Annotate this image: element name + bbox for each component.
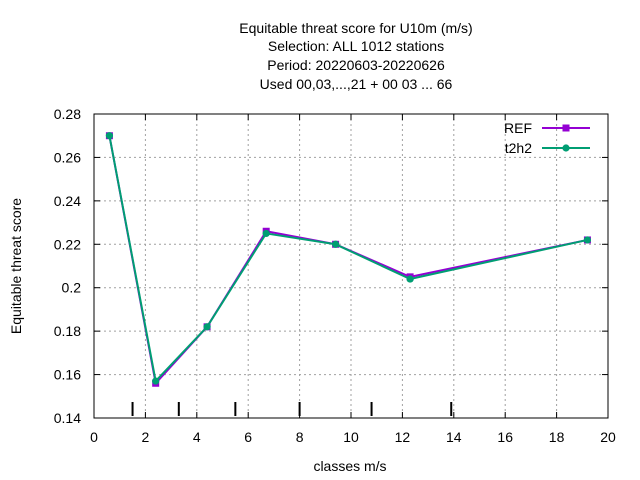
x-tick-label: 16 <box>497 429 513 445</box>
legend-entry: t2h2 <box>505 140 590 156</box>
data-point <box>262 229 270 238</box>
x-tick-label: 6 <box>244 429 252 445</box>
legend: REF t2h2 <box>504 120 590 156</box>
y-tick-label: 0.22 <box>54 236 81 252</box>
data-point <box>203 323 211 331</box>
x-tick-label: 0 <box>90 429 98 445</box>
legend-entry: REF <box>504 120 590 136</box>
y-tick-label: 0.2 <box>62 280 82 296</box>
y-tick-label: 0.18 <box>54 323 81 339</box>
series-line <box>108 135 588 385</box>
legend-marker <box>562 124 570 132</box>
x-tick-label: 4 <box>193 429 201 445</box>
series-line <box>108 135 588 383</box>
legend-label: t2h2 <box>505 140 532 156</box>
title-line-1: Equitable threat score for U10m (m/s) <box>239 20 472 36</box>
x-axis-label: classes m/s <box>313 458 386 474</box>
x-tick-label: 18 <box>549 429 565 445</box>
y-axis-label: Equitable threat score <box>8 198 24 334</box>
x-tick-label: 14 <box>446 429 462 445</box>
legend-marker <box>562 144 570 152</box>
x-tick-label: 10 <box>343 429 359 445</box>
chart-title: Equitable threat score for U10m (m/s) Se… <box>239 20 472 92</box>
x-tick-label: 12 <box>395 429 411 445</box>
title-line-2: Selection: ALL 1012 stations <box>268 38 444 54</box>
title-line-3: Period: 20220603-20220626 <box>267 57 445 73</box>
y-tick-label: 0.14 <box>54 410 81 426</box>
y-tick-label: 0.28 <box>54 106 81 122</box>
data-point <box>105 132 114 140</box>
x-tick-label: 2 <box>142 429 150 445</box>
y-tick-label: 0.16 <box>54 367 81 383</box>
x-tick-label: 20 <box>600 429 616 445</box>
x-axis-tick-labels: 0 2 4 6 8 10 12 14 16 18 20 <box>90 429 616 445</box>
series-REF <box>105 132 591 387</box>
y-axis-tick-labels: 0.14 0.16 0.18 0.2 0.22 0.24 0.26 0.28 <box>54 106 81 426</box>
class-boundary-marks <box>131 402 453 416</box>
legend-label: REF <box>504 120 532 136</box>
y-tick-label: 0.24 <box>54 193 81 209</box>
axis-ticks <box>93 113 609 419</box>
data-point <box>331 240 340 248</box>
grid <box>94 114 608 418</box>
x-tick-label: 8 <box>296 429 304 445</box>
series-t2h2 <box>105 132 592 385</box>
data-point <box>152 377 160 385</box>
data-point <box>406 275 414 283</box>
y-tick-label: 0.26 <box>54 149 81 165</box>
data-point <box>583 236 592 244</box>
title-line-4: Used 00,03,...,21 + 00 03 ... 66 <box>260 76 453 92</box>
series-layer <box>105 132 592 387</box>
